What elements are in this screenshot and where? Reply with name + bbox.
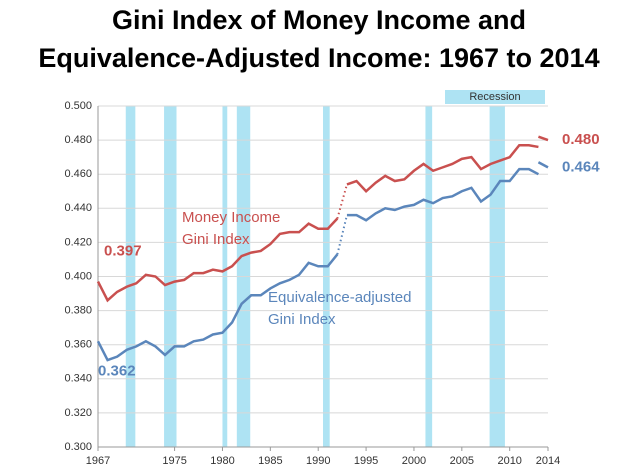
x-tick-label: 1975 [162, 455, 186, 467]
x-tick-label: 1985 [258, 455, 282, 467]
y-tick-label: 0.400 [64, 270, 92, 282]
x-tick-label: 1967 [86, 455, 110, 467]
y-tick-label: 0.320 [64, 407, 92, 419]
line [537, 161, 549, 169]
value-label: 0.464 [562, 158, 600, 175]
y-tick-label: 0.360 [64, 339, 92, 351]
x-tick-label: 1980 [210, 455, 234, 467]
line [346, 143, 539, 193]
series-label: Money Income [182, 209, 280, 226]
legend-swatch [445, 90, 545, 104]
dotted-connector [336, 214, 348, 255]
y-tick-label: 0.500 [64, 100, 92, 112]
y-tick-label: 0.480 [64, 134, 92, 146]
dotted-connector [336, 184, 348, 219]
y-tick-label: 0.300 [64, 441, 92, 453]
value-label: 0.480 [562, 131, 600, 148]
series-label: Gini Index [182, 231, 250, 248]
y-tick-label: 0.460 [64, 168, 92, 180]
chart-title: Gini Index of Money Income and [112, 5, 526, 35]
value-label: 0.362 [98, 362, 136, 379]
x-tick-label: 2005 [450, 455, 474, 467]
y-tick-label: 0.420 [64, 236, 92, 248]
x-tick-label: 2000 [402, 455, 426, 467]
value-label: 0.397 [104, 243, 142, 260]
series-label: Equivalence-adjusted [268, 289, 411, 306]
x-tick-label: 1995 [354, 455, 378, 467]
x-tick-label: 2010 [497, 455, 521, 467]
x-tick-label: 2014 [536, 455, 560, 467]
x-tick-label: 1990 [306, 455, 330, 467]
series-label: Gini Index [268, 311, 336, 328]
line [538, 135, 549, 142]
line [96, 253, 339, 362]
chart-title: Equivalence-Adjusted Income: 1967 to 201… [38, 43, 599, 73]
y-tick-label: 0.440 [64, 202, 92, 214]
y-tick-label: 0.340 [64, 373, 92, 385]
legend-label: Recession [469, 91, 520, 103]
line [96, 217, 339, 303]
y-tick-label: 0.380 [64, 305, 92, 317]
line [346, 167, 540, 222]
